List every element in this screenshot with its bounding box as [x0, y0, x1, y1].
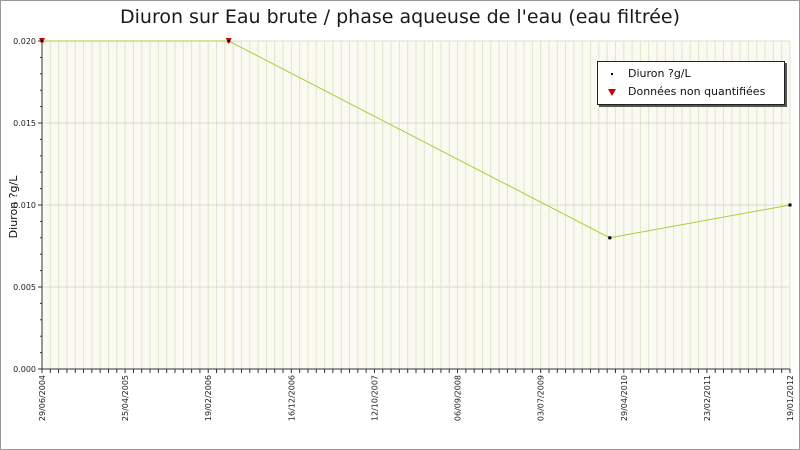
legend: Diuron ?g/L Données non quantifiées	[597, 61, 785, 105]
legend-marker-non-quantified	[608, 89, 616, 96]
x-tick-label: 19/01/2012	[786, 375, 795, 421]
x-tick-label: 25/04/2005	[121, 375, 130, 421]
legend-label-non-quantified: Données non quantifiées	[628, 85, 766, 98]
series-points	[39, 38, 792, 240]
x-tick-label: 03/07/2009	[537, 375, 546, 421]
y-tick-label: 0.005	[13, 283, 36, 292]
x-tick-label: 19/02/2006	[204, 375, 213, 421]
series-line-diuron	[42, 40, 791, 239]
legend-marker-diuron	[611, 73, 613, 75]
x-tick-label: 29/06/2004	[38, 375, 47, 421]
data-point-diuron	[608, 236, 612, 240]
x-tick-label: 06/09/2008	[454, 375, 463, 421]
y-tick-label: 0.015	[13, 119, 36, 128]
x-tick-label: 23/02/2011	[703, 375, 712, 421]
legend-item-diuron: Diuron ?g/L	[598, 65, 784, 83]
x-tick-label: 12/10/2007	[370, 375, 379, 421]
y-tick-label: 0.010	[13, 201, 36, 210]
legend-item-non-quantified: Données non quantifiées	[598, 83, 784, 101]
data-point-center	[227, 40, 230, 42]
chart-title: Diuron sur Eau brute / phase aqueuse de …	[120, 6, 680, 28]
y-tick-label: 0.000	[13, 365, 36, 374]
axes	[38, 40, 791, 373]
x-tick-label: 16/12/2006	[287, 375, 296, 421]
data-point-center	[41, 40, 43, 42]
y-axis-label: Diuron ?g/L	[7, 175, 20, 239]
x-tick-label: 29/04/2010	[620, 375, 629, 421]
data-point-diuron	[788, 203, 792, 207]
ticks: 0.000 0.005 0.010 0.015 0.020 29/06/2004 25/04…	[13, 37, 795, 421]
y-tick-label: 0.020	[13, 37, 36, 46]
legend-label-diuron: Diuron ?g/L	[628, 67, 691, 80]
series-line	[42, 40, 791, 239]
